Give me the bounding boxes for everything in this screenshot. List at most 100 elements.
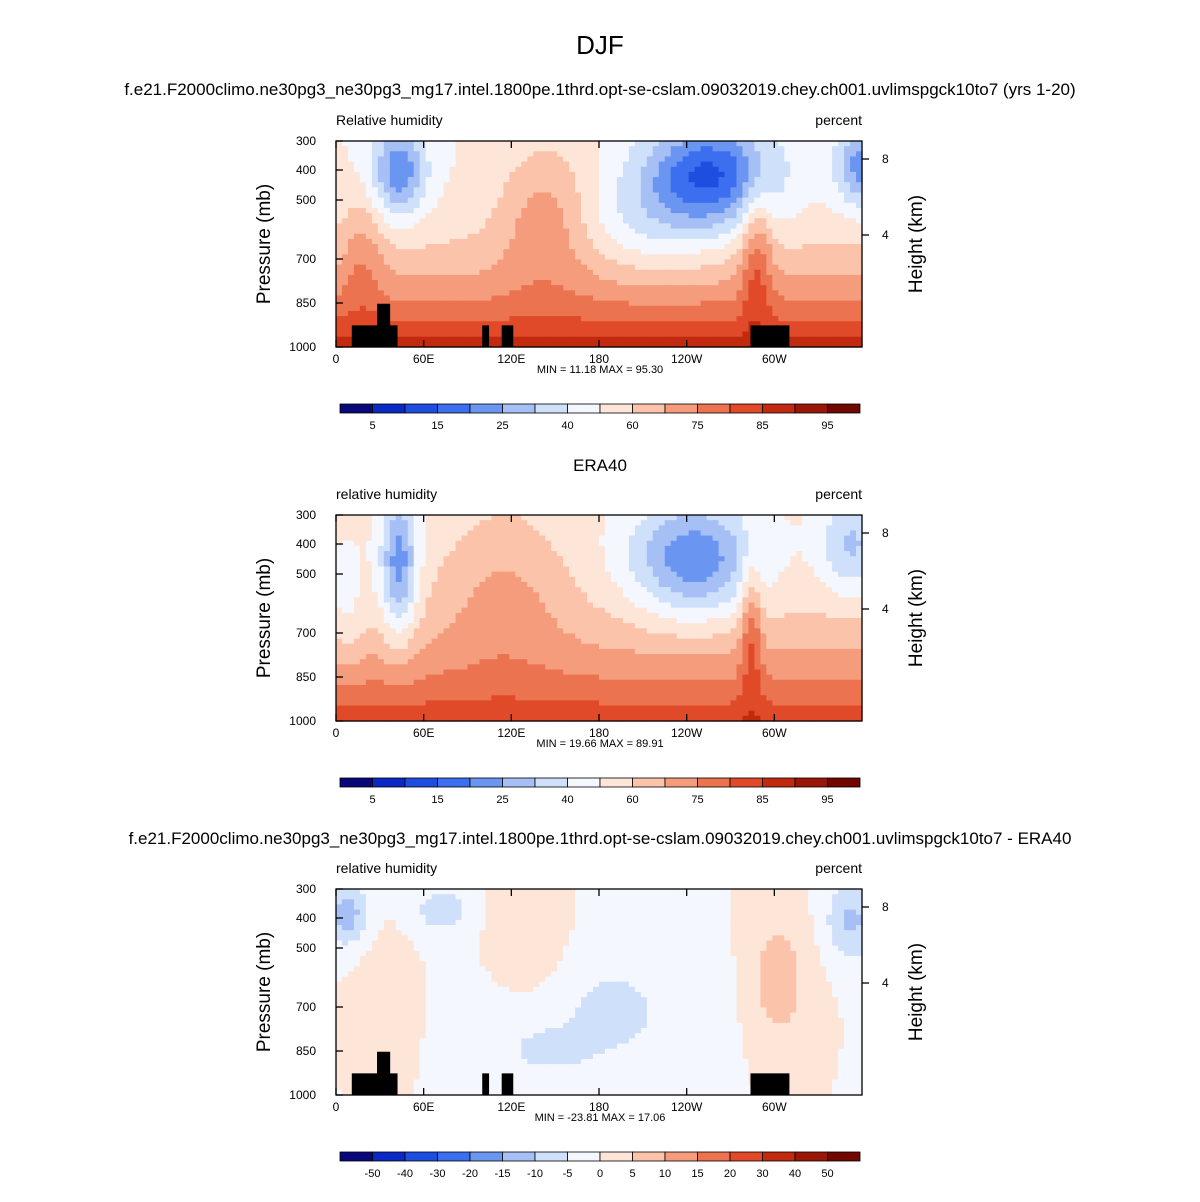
field-cell (850, 177, 857, 183)
field-cell (425, 280, 433, 286)
field-cell (736, 171, 744, 178)
field-cell (652, 290, 660, 297)
field-cell (449, 535, 457, 542)
field-cell (353, 207, 361, 214)
field-cell (479, 290, 487, 297)
field-cell (604, 561, 612, 568)
field-cell (353, 156, 361, 163)
field-cell (604, 551, 612, 557)
field-cell (461, 545, 469, 552)
field-cell (700, 264, 708, 271)
field-cell (760, 515, 767, 521)
field-cell (545, 285, 552, 291)
field-cell (670, 280, 678, 286)
field-cell (449, 551, 457, 557)
field-cell (353, 269, 361, 276)
field-cell (407, 285, 415, 291)
field-cell (622, 192, 630, 199)
field-cell (383, 545, 391, 552)
field-cell (599, 141, 606, 147)
field-cell (353, 525, 361, 532)
field-cell (407, 259, 415, 266)
field-cell (676, 264, 684, 271)
field-cell (730, 285, 738, 291)
field-cell (730, 151, 738, 158)
field-cell (820, 223, 827, 230)
field-cell (682, 141, 690, 147)
field-cell (485, 187, 493, 194)
field-cell (413, 141, 421, 147)
field-cell (515, 218, 522, 224)
field-cell (616, 305, 624, 312)
field-cell (790, 561, 797, 568)
field-cell (593, 192, 600, 199)
field-cell (760, 592, 767, 598)
field-cell (407, 576, 415, 583)
field-cell (658, 280, 666, 286)
field-cell (389, 321, 397, 327)
field-cell (539, 228, 546, 235)
field-cell (796, 259, 803, 266)
field-cell (610, 551, 618, 557)
field-cell (407, 280, 415, 286)
field-cell (431, 197, 439, 204)
field-cell (796, 238, 803, 245)
field-cell (730, 295, 738, 302)
field-cell (694, 305, 702, 312)
field-cell (652, 274, 660, 281)
field-cell (652, 540, 660, 547)
field-cell (826, 520, 833, 526)
field-cell (503, 259, 510, 266)
field-cell (485, 228, 493, 235)
field-cell (551, 161, 558, 168)
field-cell (832, 581, 839, 588)
field-cell (640, 264, 648, 271)
field-cell (539, 571, 546, 578)
field-cell (461, 561, 469, 568)
field-cell (377, 592, 385, 598)
field-cell (676, 545, 684, 552)
field-cell (401, 249, 409, 255)
field-cell (521, 540, 528, 547)
field-cell (395, 264, 403, 271)
field-cell (802, 254, 809, 261)
field-cell (622, 182, 630, 188)
field-cell (569, 566, 576, 573)
field-cell (772, 187, 779, 194)
field-cell (353, 587, 361, 593)
field-cell (694, 259, 702, 266)
field-cell (497, 223, 504, 230)
field-cell (539, 310, 546, 317)
field-cell (389, 192, 397, 199)
field-cell (664, 576, 672, 583)
field-cell (449, 213, 457, 219)
field-cell (539, 561, 546, 568)
colorbar-box (469, 403, 503, 414)
field-cell (718, 244, 726, 250)
field-cell (509, 192, 516, 199)
field-cell (700, 161, 708, 168)
field-cell (670, 551, 678, 557)
field-cell (718, 207, 726, 214)
field-cell (443, 249, 451, 255)
field-cell (700, 274, 708, 281)
variable-label: Relative humidity (336, 112, 443, 128)
field-cell (557, 249, 564, 255)
field-cell (796, 285, 803, 291)
field-cell (832, 290, 839, 297)
field-cell (784, 202, 791, 209)
field-cell (407, 525, 415, 532)
field-cell (389, 515, 397, 521)
field-cell (413, 238, 421, 245)
field-cell (371, 321, 379, 327)
field-cell (575, 223, 582, 230)
field-cell (593, 238, 600, 245)
field-cell (778, 525, 785, 532)
field-cell (790, 213, 797, 219)
field-cell (497, 556, 504, 562)
field-cell (437, 520, 445, 526)
field-cell (766, 264, 773, 271)
field-cell (736, 300, 744, 307)
field-cell (437, 254, 445, 261)
field-cell (622, 146, 630, 152)
